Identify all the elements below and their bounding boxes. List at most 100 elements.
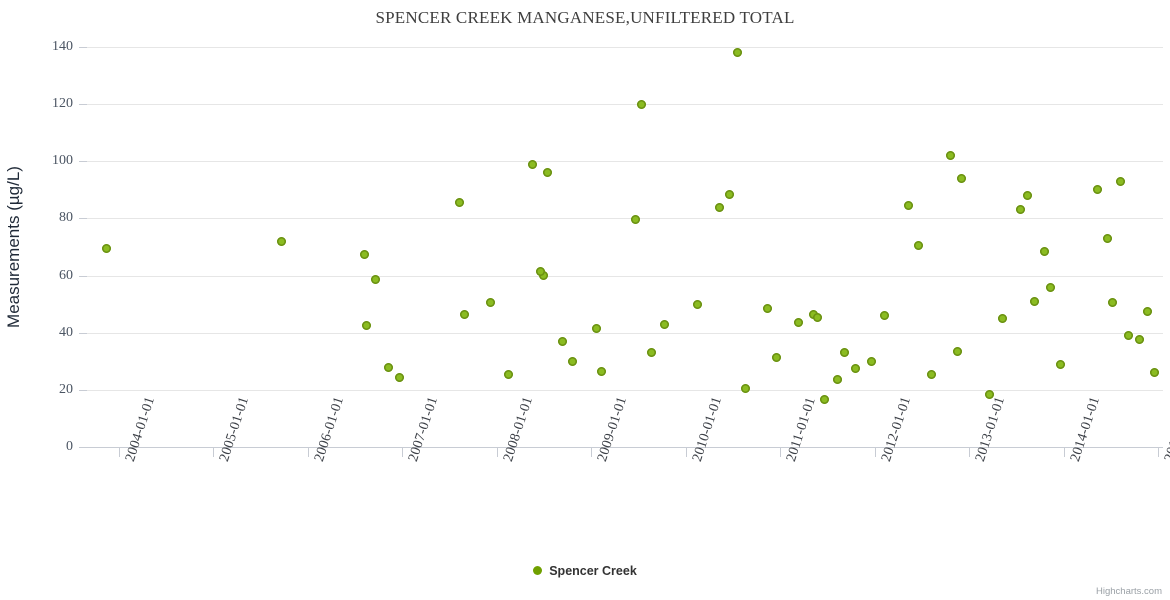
data-point[interactable]	[740, 383, 750, 393]
y-tick-label: 20	[59, 381, 73, 397]
data-point[interactable]	[812, 312, 822, 322]
legend-item-spencer-creek[interactable]: Spencer Creek	[533, 564, 637, 578]
data-point[interactable]	[503, 369, 513, 379]
data-point[interactable]	[866, 356, 876, 366]
data-point[interactable]	[557, 336, 567, 346]
gridline	[87, 389, 1163, 391]
y-tick-mark	[79, 389, 87, 391]
data-point[interactable]	[536, 266, 546, 276]
data-point[interactable]	[984, 389, 994, 399]
data-point[interactable]	[384, 362, 394, 372]
data-point[interactable]	[454, 198, 464, 208]
data-point[interactable]	[1142, 306, 1152, 316]
x-tick-mark	[1158, 448, 1160, 457]
data-point[interactable]	[1056, 359, 1066, 369]
data-point[interactable]	[659, 319, 669, 329]
x-tick-mark	[496, 448, 498, 457]
y-tick-mark	[79, 161, 87, 163]
data-point[interactable]	[952, 346, 962, 356]
data-point[interactable]	[851, 363, 861, 373]
y-tick-mark	[79, 447, 87, 448]
data-point[interactable]	[914, 241, 924, 251]
y-tick-label: 120	[52, 96, 73, 112]
gridline	[87, 104, 1163, 106]
data-point[interactable]	[794, 318, 804, 328]
gridline	[87, 275, 1163, 277]
data-point[interactable]	[1124, 331, 1134, 341]
x-tick-mark	[591, 448, 593, 457]
x-tick-mark	[780, 448, 782, 457]
x-tick-mark	[118, 448, 120, 457]
data-point[interactable]	[370, 275, 380, 285]
data-point[interactable]	[763, 303, 773, 313]
data-point[interactable]	[1029, 296, 1039, 306]
data-point[interactable]	[539, 271, 549, 281]
data-point[interactable]	[646, 348, 656, 358]
x-tick-mark	[307, 448, 309, 457]
data-point[interactable]	[998, 313, 1008, 323]
y-tick-label: 40	[59, 324, 73, 340]
gridline	[87, 218, 1163, 220]
x-tick-mark	[969, 448, 971, 457]
data-point[interactable]	[839, 348, 849, 358]
data-point[interactable]	[1150, 368, 1160, 378]
legend: Spencer Creek	[0, 562, 1170, 580]
data-point[interactable]	[714, 202, 724, 212]
data-point[interactable]	[361, 321, 371, 331]
data-point[interactable]	[460, 309, 470, 319]
data-point[interactable]	[880, 311, 890, 321]
data-point[interactable]	[567, 356, 577, 366]
data-point[interactable]	[903, 201, 913, 211]
data-point[interactable]	[1134, 335, 1144, 345]
data-point[interactable]	[927, 369, 937, 379]
data-point[interactable]	[486, 298, 496, 308]
y-tick-mark	[79, 104, 87, 106]
data-point[interactable]	[637, 99, 647, 109]
data-point[interactable]	[945, 151, 955, 161]
data-point[interactable]	[597, 366, 607, 376]
gridline	[87, 332, 1163, 334]
x-tick-mark	[685, 448, 687, 457]
data-point[interactable]	[528, 159, 538, 169]
data-point[interactable]	[692, 299, 702, 309]
data-point[interactable]	[772, 352, 782, 362]
data-point[interactable]	[1108, 298, 1118, 308]
data-point[interactable]	[1040, 246, 1050, 256]
x-tick-mark	[213, 448, 215, 457]
gridline	[87, 161, 1163, 163]
data-point[interactable]	[101, 243, 111, 253]
legend-marker-icon	[533, 566, 543, 575]
y-tick-mark	[79, 47, 87, 48]
data-point[interactable]	[394, 372, 404, 382]
y-tick-label: 60	[59, 267, 73, 283]
data-point[interactable]	[1045, 282, 1055, 292]
data-point[interactable]	[1116, 176, 1126, 186]
y-tick-label: 140	[52, 39, 73, 54]
data-point[interactable]	[1023, 191, 1033, 201]
x-tick-mark	[1063, 448, 1065, 457]
data-point[interactable]	[360, 249, 370, 259]
y-tick-mark	[79, 275, 87, 277]
x-tick-mark	[402, 448, 404, 457]
chart-title: SPENCER CREEK MANGANESE,UNFILTERED TOTAL	[375, 8, 795, 27]
gridline	[87, 47, 1163, 48]
x-axis: 2004-01-01 2005-01-01 2006-01-01 2007-01-01…	[87, 395, 1170, 597]
y-tick-label: 0	[66, 439, 73, 454]
y-axis: 0 20 40 60 80 100 120 140	[0, 0, 87, 500]
x-tick-label: 2015-01-01	[1162, 394, 1170, 464]
data-point[interactable]	[542, 168, 552, 178]
data-point[interactable]	[819, 395, 829, 405]
data-point[interactable]	[1016, 205, 1026, 215]
data-point[interactable]	[1103, 233, 1113, 243]
data-point[interactable]	[276, 236, 286, 246]
data-point[interactable]	[1092, 185, 1102, 195]
data-point[interactable]	[732, 48, 742, 58]
data-point[interactable]	[591, 323, 601, 333]
data-point[interactable]	[956, 173, 966, 183]
data-point[interactable]	[832, 375, 842, 385]
data-point[interactable]	[630, 215, 640, 225]
y-tick-label: 80	[59, 210, 73, 226]
data-point[interactable]	[725, 189, 735, 199]
plot-area	[87, 47, 1163, 448]
